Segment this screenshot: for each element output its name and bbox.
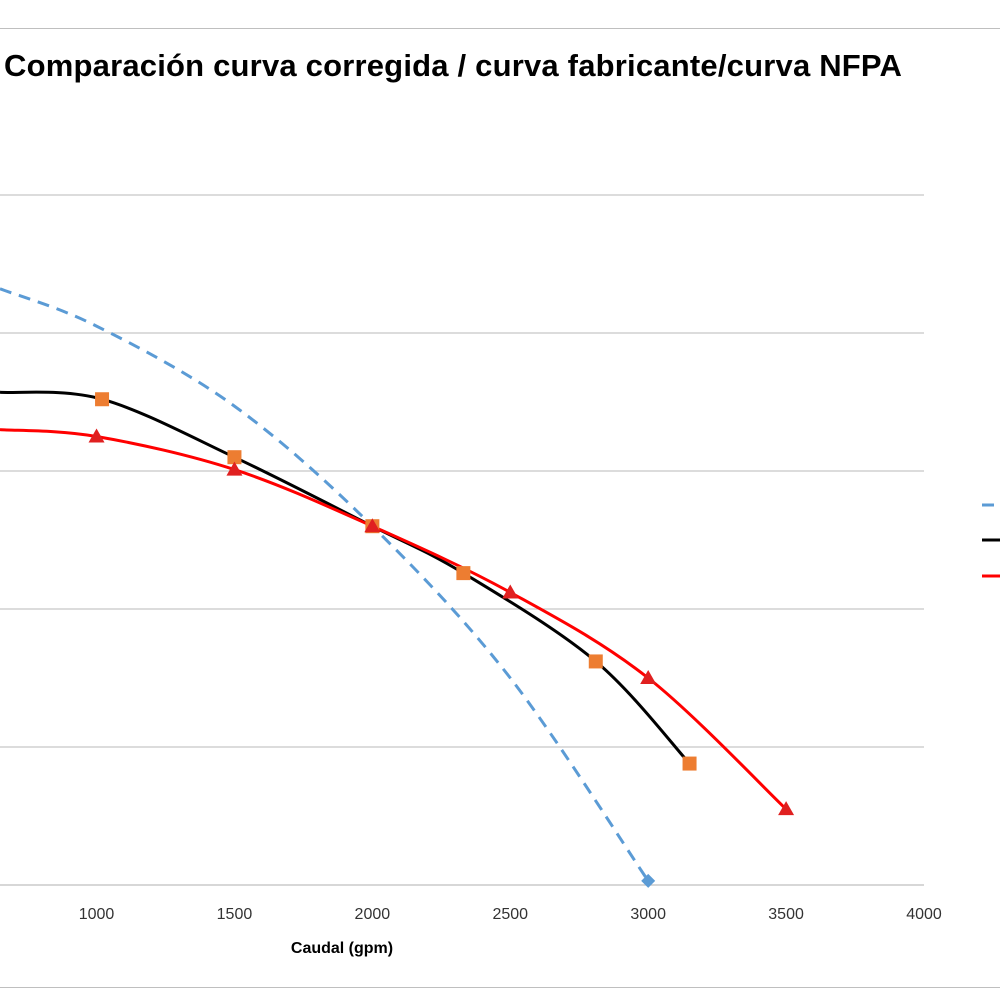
x-axis-label: Caudal (gpm) xyxy=(291,940,393,957)
series-3-marker-6 xyxy=(778,801,795,816)
x-tick-label-1500: 1500 xyxy=(217,906,253,923)
x-tick-label-1000: 1000 xyxy=(79,906,115,923)
x-tick-label-3000: 3000 xyxy=(630,906,666,923)
series-2-line xyxy=(0,390,691,765)
x-tick-label-2000: 2000 xyxy=(355,906,391,923)
series-3-marker-1 xyxy=(88,428,105,443)
x-tick-labels: 1000 1500 2000 2500 3000 3500 4000 xyxy=(79,906,942,923)
series-2-marker-5 xyxy=(588,654,603,669)
x-tick-label-4000: 4000 xyxy=(906,906,942,923)
markers-layer xyxy=(88,392,795,888)
series-2-marker-6 xyxy=(682,756,697,771)
x-tick-label-3500: 3500 xyxy=(768,906,804,923)
series-layer xyxy=(0,287,788,882)
series-2-marker-1 xyxy=(95,392,110,407)
series-3-line xyxy=(0,428,788,811)
series-3-marker-5 xyxy=(640,670,657,684)
series-3-marker-2 xyxy=(226,461,243,476)
series-2-marker-2 xyxy=(227,450,242,465)
legend xyxy=(982,503,1000,578)
series-3-marker-4 xyxy=(502,584,519,599)
series-1-line xyxy=(0,287,650,882)
frame-top-border xyxy=(0,28,1000,29)
chart-title: Comparación curva corregida / curva fabr… xyxy=(4,48,903,83)
gridlines xyxy=(0,194,924,886)
x-tick-label-2500: 2500 xyxy=(492,906,528,923)
series-3-marker-3 xyxy=(364,518,381,533)
series-1-marker-5 xyxy=(641,873,656,888)
series-2-marker-4 xyxy=(456,566,471,581)
frame-bottom-border xyxy=(0,987,1000,988)
